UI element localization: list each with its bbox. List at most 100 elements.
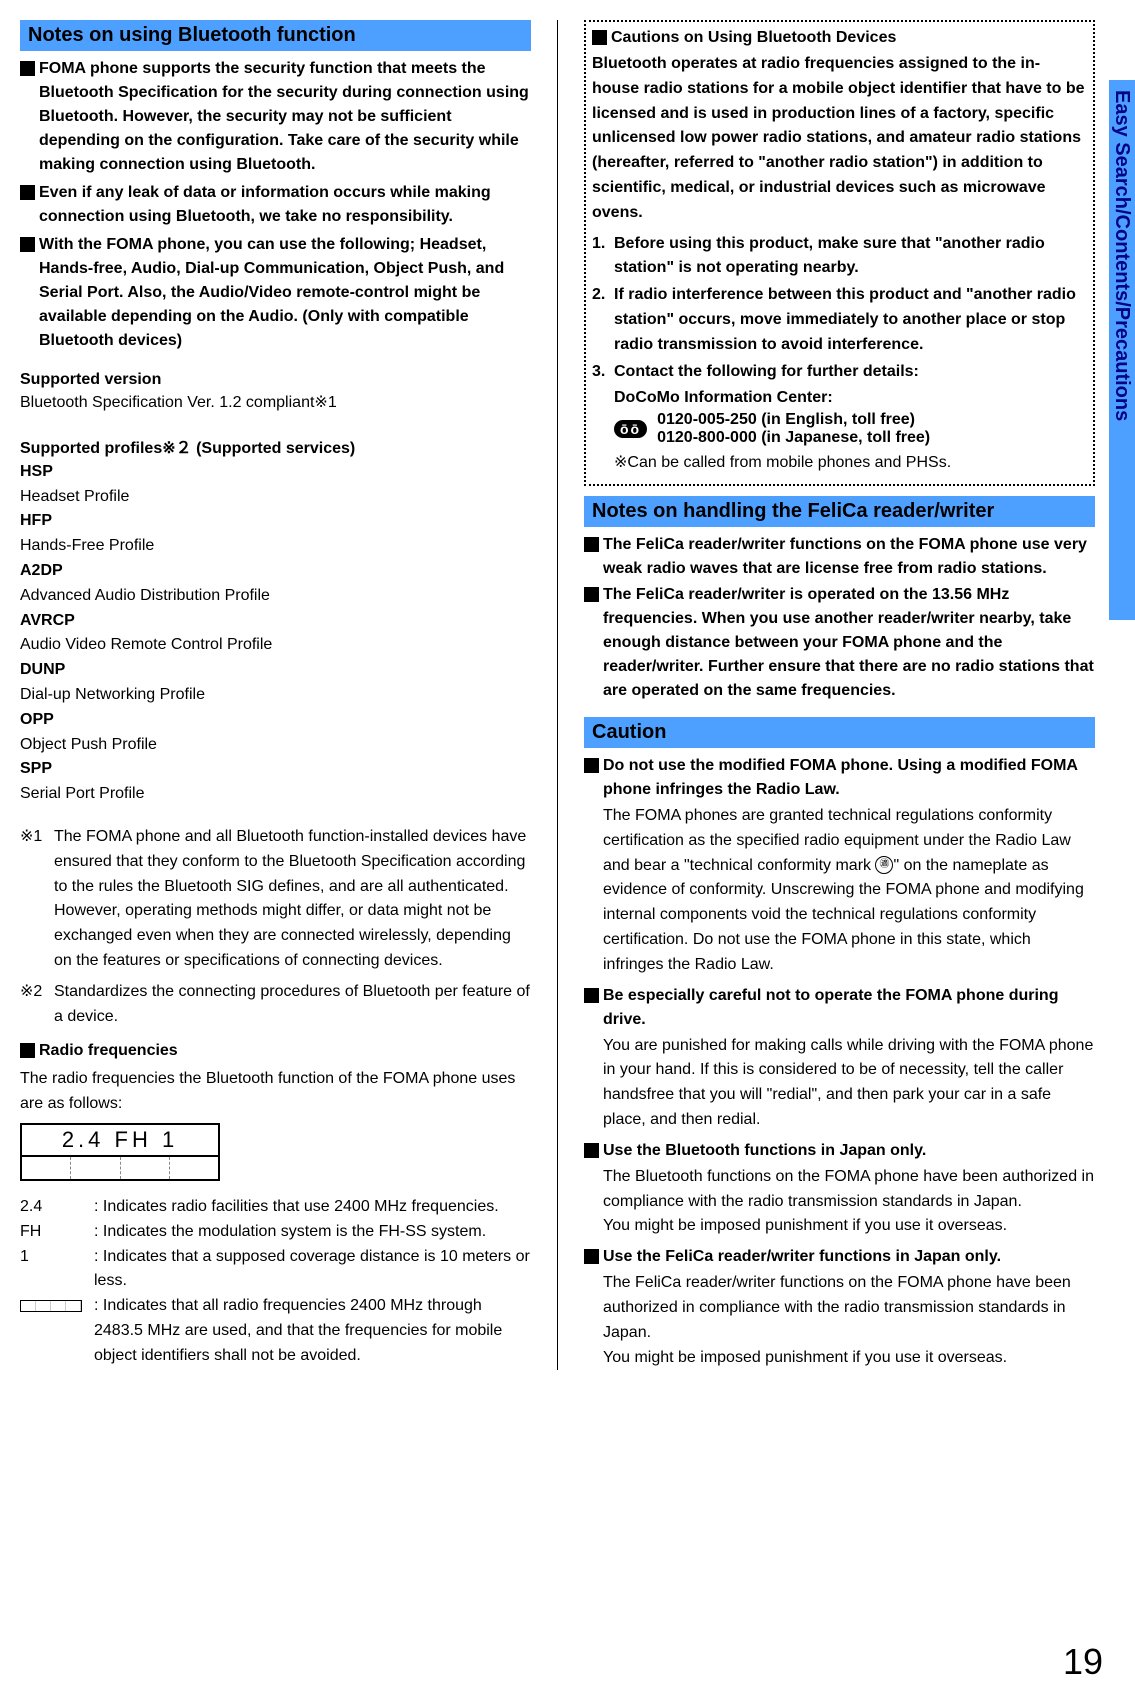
supported-profiles-heading: Supported profiles※２ (Supported services… xyxy=(20,434,531,458)
item-text: Before using this product, make sure tha… xyxy=(614,232,1087,282)
section-header-felica: Notes on handling the FeliCa reader/writ… xyxy=(584,496,1095,527)
footnote-text: The FOMA phone and all Bluetooth functio… xyxy=(54,825,531,974)
bullet-item: Even if any leak of data or information … xyxy=(20,181,531,229)
profiles-label: Supported profiles xyxy=(20,440,162,457)
profile-value: Audio Video Remote Control Profile xyxy=(20,633,531,658)
footnote-row: ※1 The FOMA phone and all Bluetooth func… xyxy=(20,825,531,974)
square-bullet-icon xyxy=(20,61,35,76)
freq-legend-key: FH xyxy=(20,1220,94,1245)
cautions-box: Cautions on Using Bluetooth Devices Blue… xyxy=(584,20,1095,486)
square-bullet-icon xyxy=(592,30,607,45)
profile-value: Headset Profile xyxy=(20,485,531,510)
frequency-legend: 2.4: Indicates radio facilities that use… xyxy=(20,1195,531,1369)
profile-key: A2DP xyxy=(20,559,531,584)
docomo-label: DoCoMo Information Center: xyxy=(614,386,1087,411)
profile-key: AVRCP xyxy=(20,609,531,634)
square-bullet-icon xyxy=(584,537,599,552)
footnote-row: ※2 Standardizes the connecting procedure… xyxy=(20,980,531,1030)
column-divider xyxy=(557,20,558,1370)
cautions-intro: Bluetooth operates at radio frequencies … xyxy=(592,52,1087,226)
right-column: Cautions on Using Bluetooth Devices Blue… xyxy=(584,20,1095,1370)
square-bullet-icon xyxy=(20,1043,35,1058)
freq-legend-row: 2.4: Indicates radio facilities that use… xyxy=(20,1195,531,1220)
cautions-heading-row: Cautions on Using Bluetooth Devices xyxy=(592,26,1087,50)
bullet-item: Be especially careful not to operate the… xyxy=(584,984,1095,1032)
freq-legend-row: FH: Indicates the modulation system is t… xyxy=(20,1220,531,1245)
radio-freq-heading: Radio frequencies xyxy=(39,1039,178,1063)
radio-freq-intro: The radio frequencies the Bluetooth func… xyxy=(20,1067,531,1117)
bullet-item: The FeliCa reader/writer is operated on … xyxy=(584,583,1095,703)
section-header-bluetooth: Notes on using Bluetooth function xyxy=(20,20,531,51)
frequency-band-bar xyxy=(22,1157,218,1179)
square-bullet-icon xyxy=(584,1143,599,1158)
square-bullet-icon xyxy=(584,1249,599,1264)
supported-version-text: Bluetooth Specification Ver. 1.2 complia… xyxy=(20,391,531,416)
page-content: Notes on using Bluetooth function FOMA p… xyxy=(0,0,1135,1390)
caution-body: The FeliCa reader/writer functions on th… xyxy=(603,1271,1095,1345)
phone-note: ※Can be called from mobile phones and PH… xyxy=(614,451,1087,476)
frequency-label: 2.4 FH 1 xyxy=(22,1125,218,1157)
caution-heading: Use the FeliCa reader/writer functions i… xyxy=(603,1245,1001,1269)
page-number: 19 xyxy=(1063,1641,1103,1683)
item-text: Contact the following for further detail… xyxy=(614,360,919,385)
phone-jp: 0120-800-000 (in Japanese, toll free) xyxy=(657,429,930,447)
profile-value: Advanced Audio Distribution Profile xyxy=(20,584,531,609)
item-text: If radio interference between this produ… xyxy=(614,283,1087,357)
freq-legend-text: : Indicates the modulation system is the… xyxy=(94,1220,486,1245)
radio-freq-heading-row: Radio frequencies xyxy=(20,1039,531,1063)
freq-legend-key xyxy=(20,1294,94,1368)
footnote-label: ※1 xyxy=(20,825,54,974)
caution-body: The FOMA phones are granted technical re… xyxy=(603,804,1095,978)
profile-key: DUNP xyxy=(20,658,531,683)
footnote-text: Standardizes the connecting procedures o… xyxy=(54,980,531,1030)
phone-numbers: 0120-005-250 (in English, toll free) 012… xyxy=(657,411,930,447)
supported-version-heading: Supported version xyxy=(20,371,531,389)
profile-key: HSP xyxy=(20,460,531,485)
item-number: 3. xyxy=(592,360,614,385)
bullet-text: The FeliCa reader/writer is operated on … xyxy=(603,583,1095,703)
numbered-item: 2.If radio interference between this pro… xyxy=(592,283,1087,357)
side-tab-label: Easy Search/Contents/Precautions xyxy=(1110,90,1133,421)
square-bullet-icon xyxy=(584,587,599,602)
frequency-diagram: 2.4 FH 1 xyxy=(20,1123,220,1181)
profile-key: HFP xyxy=(20,509,531,534)
profiles-list: HSPHeadset ProfileHFPHands-Free ProfileA… xyxy=(20,460,531,807)
bullet-item: Use the FeliCa reader/writer functions i… xyxy=(584,1245,1095,1269)
profile-value: Dial-up Networking Profile xyxy=(20,683,531,708)
side-tab-area: Easy Search/Contents/Precautions xyxy=(1095,0,1135,1697)
footnote-label: ※2 xyxy=(20,980,54,1030)
numbered-list: 1.Before using this product, make sure t… xyxy=(592,232,1087,385)
freq-legend-text: : Indicates that a supposed coverage dis… xyxy=(94,1245,531,1295)
caution-heading: Be especially careful not to operate the… xyxy=(603,984,1095,1032)
freq-legend-row: 1: Indicates that a supposed coverage di… xyxy=(20,1245,531,1295)
bullet-text: With the FOMA phone, you can use the fol… xyxy=(39,233,531,353)
numbered-item: 3.Contact the following for further deta… xyxy=(592,360,1087,385)
freq-legend-key: 1 xyxy=(20,1245,94,1295)
section-header-caution: Caution xyxy=(584,717,1095,748)
phone-row: ōō 0120-005-250 (in English, toll free) … xyxy=(614,411,1087,447)
profile-value: Serial Port Profile xyxy=(20,782,531,807)
bullet-text: FOMA phone supports the security functio… xyxy=(39,57,531,177)
square-bullet-icon xyxy=(20,185,35,200)
caution-body: You might be imposed punishment if you u… xyxy=(603,1214,1095,1239)
square-bullet-icon xyxy=(584,758,599,773)
caution-body: The Bluetooth functions on the FOMA phon… xyxy=(603,1165,1095,1215)
superscript-note: ※1 xyxy=(314,394,336,411)
band-bar-icon xyxy=(20,1300,82,1312)
caution-heading: Use the Bluetooth functions in Japan onl… xyxy=(603,1139,926,1163)
freq-legend-key: 2.4 xyxy=(20,1195,94,1220)
profile-value: Object Push Profile xyxy=(20,733,531,758)
profiles-label-suffix: (Supported services) xyxy=(192,440,356,457)
caution-body: You might be imposed punishment if you u… xyxy=(603,1346,1095,1371)
numbered-item: 1.Before using this product, make sure t… xyxy=(592,232,1087,282)
item-number: 1. xyxy=(592,232,614,282)
square-bullet-icon xyxy=(584,988,599,1003)
bullet-item: Use the Bluetooth functions in Japan onl… xyxy=(584,1139,1095,1163)
square-bullet-icon xyxy=(20,237,35,252)
item-number: 2. xyxy=(592,283,614,357)
freq-legend-text: : Indicates that all radio frequencies 2… xyxy=(94,1294,531,1368)
bullet-item: FOMA phone supports the security functio… xyxy=(20,57,531,177)
left-column: Notes on using Bluetooth function FOMA p… xyxy=(20,20,531,1370)
version-text: Bluetooth Specification Ver. 1.2 complia… xyxy=(20,394,314,411)
caution-heading: Do not use the modified FOMA phone. Usin… xyxy=(603,754,1095,802)
